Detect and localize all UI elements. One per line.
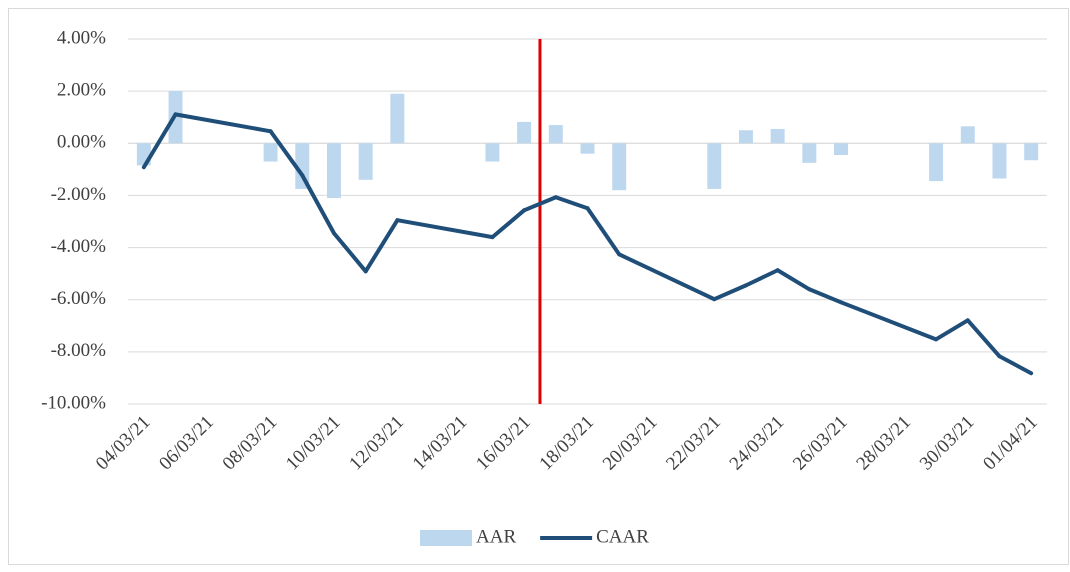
line-segment — [839, 300, 939, 342]
bar — [802, 143, 817, 163]
bar — [580, 143, 595, 154]
line-segment — [395, 218, 495, 240]
bar — [834, 143, 848, 156]
legend-label: AAR — [476, 526, 516, 547]
bar — [295, 143, 310, 189]
y-tick-label: -4.00% — [51, 236, 107, 257]
y-tick-label: -2.00% — [51, 184, 107, 205]
bar — [485, 143, 500, 162]
line-segment — [268, 129, 305, 178]
y-tick-label: 2.00% — [57, 80, 106, 101]
line-segment — [173, 112, 273, 134]
line-segment — [585, 206, 622, 257]
line-segment — [331, 231, 368, 274]
bar — [327, 143, 341, 199]
bar — [548, 125, 563, 144]
legend-swatch — [420, 530, 472, 546]
bar — [960, 126, 975, 144]
y-tick-label: -6.00% — [51, 288, 107, 309]
line-segment — [997, 354, 1034, 376]
bar — [358, 143, 373, 180]
line-segment — [712, 283, 748, 302]
bar — [1024, 143, 1039, 161]
bar — [517, 121, 532, 144]
bar — [707, 143, 722, 189]
bar — [390, 93, 405, 144]
y-tick-label: -8.00% — [51, 340, 107, 361]
bar — [770, 128, 785, 144]
line-segment — [775, 268, 812, 292]
line-segment — [807, 287, 844, 305]
bar — [263, 143, 278, 162]
y-tick-label: 4.00% — [57, 27, 106, 48]
y-tick-label: -10.00% — [41, 392, 106, 413]
line-segment — [934, 318, 970, 342]
bar — [929, 143, 944, 182]
bar — [612, 143, 627, 191]
y-tick-label: 0.00% — [57, 132, 106, 153]
line-segment — [743, 268, 780, 288]
bar — [738, 130, 753, 144]
line-segment — [553, 195, 590, 211]
bar — [992, 143, 1007, 179]
line-segment — [141, 112, 178, 170]
line-segment — [965, 318, 1002, 359]
line-segment — [363, 218, 400, 274]
line-segment — [490, 208, 527, 240]
line-segment — [617, 252, 717, 302]
line-segment — [522, 195, 558, 213]
legend-label: CAAR — [596, 526, 649, 547]
line-segment — [300, 173, 336, 236]
